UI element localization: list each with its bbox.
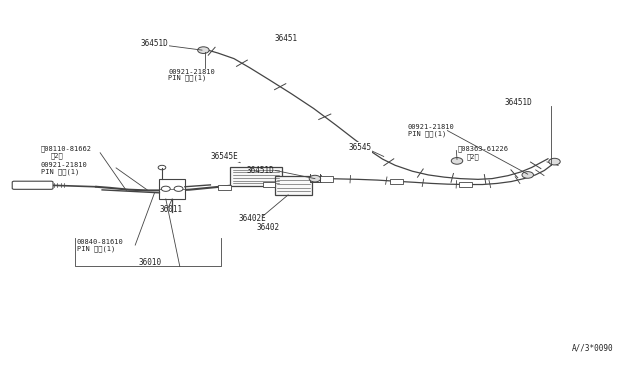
Text: Ⓢ08363-61226: Ⓢ08363-61226	[458, 146, 509, 153]
Text: A//3*0090: A//3*0090	[572, 344, 613, 353]
Text: 36545: 36545	[349, 143, 372, 152]
Text: 〈2〉: 〈2〉	[467, 153, 479, 160]
Text: 36451D: 36451D	[140, 39, 202, 50]
Text: 36011: 36011	[159, 205, 182, 215]
Text: 36402: 36402	[256, 223, 280, 232]
Circle shape	[309, 175, 321, 182]
Bar	[320, 176, 333, 182]
Text: 36451D: 36451D	[505, 99, 532, 108]
Text: 36545E: 36545E	[211, 152, 241, 163]
Circle shape	[198, 47, 209, 54]
Circle shape	[174, 186, 183, 191]
Circle shape	[451, 158, 463, 164]
FancyBboxPatch shape	[12, 181, 53, 189]
Text: PIN ビン(1): PIN ビン(1)	[408, 130, 446, 137]
Text: 〈2〉: 〈2〉	[51, 152, 64, 159]
Text: 00921-21810: 00921-21810	[168, 68, 215, 74]
Bar	[218, 185, 231, 190]
Circle shape	[548, 158, 560, 165]
Bar	[275, 176, 312, 195]
Text: 00921-21810: 00921-21810	[41, 161, 88, 167]
Bar	[459, 182, 472, 187]
Text: 36451: 36451	[274, 34, 297, 43]
Text: 36402E: 36402E	[239, 214, 266, 223]
Bar	[262, 182, 275, 187]
Text: 36010: 36010	[138, 258, 161, 267]
Bar	[159, 179, 185, 199]
Circle shape	[522, 171, 534, 178]
Text: PIN ビン(1): PIN ビン(1)	[41, 168, 79, 174]
Text: PIN ビン(1): PIN ビン(1)	[168, 75, 207, 81]
Text: 36451D: 36451D	[246, 166, 275, 175]
Bar	[230, 167, 282, 186]
Text: PIN ビン(1): PIN ビン(1)	[77, 246, 115, 252]
Text: 00921-21810: 00921-21810	[408, 124, 454, 130]
Text: Ⓑ08110-81662: Ⓑ08110-81662	[41, 145, 92, 152]
Bar	[390, 179, 403, 184]
Circle shape	[161, 186, 170, 191]
Text: 00840-81610: 00840-81610	[77, 239, 124, 245]
